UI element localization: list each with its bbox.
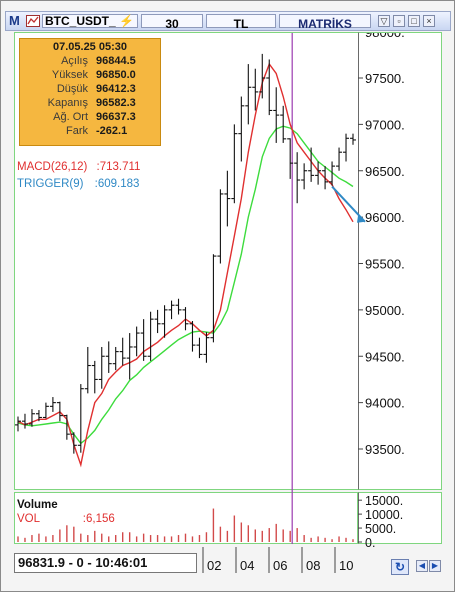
dropdown-button[interactable]: ▽	[378, 15, 390, 27]
volume-title: Volume	[17, 499, 58, 511]
info-value: 96850.0	[96, 69, 136, 81]
price-axis[interactable]	[358, 32, 442, 490]
ohlc-info-box: 07.05.25 05:30 Açılış 96844.5 Yüksek 96850…	[19, 38, 161, 146]
cursor-readout: 96831.9 - 0 - 10:46:01	[14, 553, 197, 573]
scroll-right-icon[interactable]: ▶	[429, 560, 441, 572]
matriks-logo: M	[9, 13, 20, 28]
trigger-value: :609.183	[94, 178, 140, 190]
vol-label: VOL	[17, 513, 40, 525]
refresh-icon[interactable]: ↻	[391, 559, 409, 575]
lightning-icon[interactable]: ⚡	[119, 14, 134, 28]
info-value: 96582.3	[96, 97, 136, 109]
brand-label: MATRİKS	[298, 17, 352, 31]
currency-label: TL	[233, 17, 249, 31]
macd-legend: MACD(26,12) :713.711	[17, 161, 140, 173]
chart-toolbar: M BTC_USDT_ ⚡ 30 TL MATRİKS ▽ ▫ □ ×	[5, 11, 451, 31]
macd-label: MACD(26,12)	[17, 161, 88, 173]
info-label: Yüksek	[51, 69, 88, 81]
info-row-open: Açılış 96844.5	[20, 55, 158, 68]
vol-legend: VOL :6,156	[17, 513, 115, 525]
maximize-button[interactable]: □	[408, 15, 420, 27]
currency-field[interactable]: TL	[206, 14, 276, 31]
info-row-weighted-avg: Ağ. Ort 96637.3	[20, 111, 158, 124]
volume-axis[interactable]	[358, 492, 442, 544]
info-label: Düşük	[56, 83, 88, 95]
info-value: 96844.5	[96, 55, 136, 67]
status-bar: 96831.9 - 0 - 10:46:01 ↻ ◀ ▶	[14, 549, 454, 575]
close-button[interactable]: ×	[423, 15, 435, 27]
brand-field: MATRİKS	[279, 14, 371, 31]
trigger-legend: TRIGGER(9) :609.183	[17, 178, 139, 190]
info-label: Ağ. Ort	[53, 111, 88, 123]
period-field[interactable]: 30	[141, 14, 203, 31]
info-row-high: Yüksek 96850.0	[20, 69, 158, 82]
macd-value: :713.711	[96, 161, 141, 173]
info-label: Kapanış	[47, 97, 88, 109]
info-value: -262.1	[96, 125, 128, 137]
info-label: Fark	[66, 125, 88, 137]
symbol-field[interactable]: BTC_USDT_ ⚡	[42, 14, 138, 28]
info-value: 96412.3	[96, 83, 136, 95]
symbol-type-icon[interactable]	[26, 15, 40, 27]
trigger-label: TRIGGER(9)	[17, 178, 84, 190]
info-row-close: Kapanış 96582.3	[20, 97, 158, 110]
scroll-left-icon[interactable]: ◀	[416, 560, 428, 572]
info-date-time: 07.05.25 05:30	[52, 41, 127, 53]
info-row-diff: Fark -262.1	[20, 125, 158, 138]
vol-value: :6,156	[82, 513, 115, 525]
info-label: Açılış	[61, 55, 88, 67]
info-value: 96637.3	[96, 111, 136, 123]
period-label: 30	[165, 17, 179, 31]
info-row-low: Düşük 96412.3	[20, 83, 158, 96]
minimize-button[interactable]: ▫	[393, 15, 405, 27]
symbol-label: BTC_USDT_	[45, 14, 116, 28]
